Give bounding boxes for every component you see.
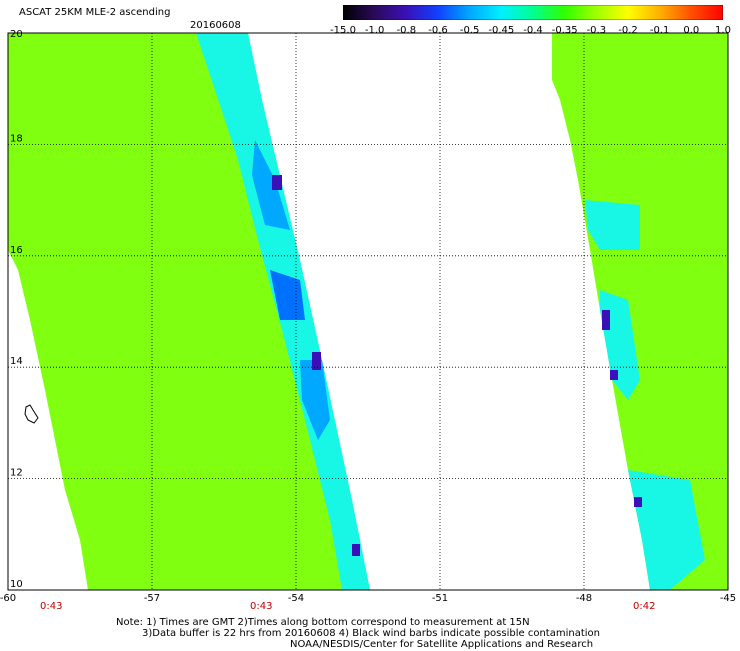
swath-edge-west-deep bbox=[300, 360, 330, 440]
colorbar-tick-label: -0.3 bbox=[586, 25, 607, 36]
note-line-3: NOAA/NESDIS/Center for Satellite Applica… bbox=[290, 639, 594, 650]
lon-label: -60 bbox=[0, 593, 16, 604]
colorbar-tick-label: -0.1 bbox=[649, 25, 670, 36]
colorbar-gradient bbox=[343, 5, 723, 20]
swath-pixel-dark bbox=[602, 310, 610, 330]
colorbar-tick-label: -0.4 bbox=[523, 25, 543, 36]
product-date: 20160608 bbox=[190, 20, 241, 31]
swath-pixel-dark bbox=[312, 352, 321, 370]
colorbar bbox=[343, 5, 723, 20]
swath-pixel-dark bbox=[634, 497, 642, 507]
time-label: 0:43 bbox=[40, 601, 63, 612]
colorbar-tick-label: -0.6 bbox=[428, 25, 448, 36]
colorbar-tick-label: -1.0 bbox=[364, 25, 385, 36]
colorbar-labels: -15.0 -1.0 -0.8 -0.6 -0.5 -0.45 -0.4 -0.35 -0.3-… bbox=[330, 25, 733, 37]
swath-east bbox=[552, 33, 728, 590]
lon-label: -54 bbox=[288, 593, 304, 604]
island-outline bbox=[24, 404, 39, 424]
time-label: 0:43 bbox=[250, 601, 273, 612]
lat-label: 14 bbox=[10, 356, 23, 367]
swath-edge-east bbox=[628, 470, 705, 590]
swath-pixel-dark bbox=[352, 544, 360, 556]
swath-edge-west-deep bbox=[252, 140, 290, 230]
lat-label: 16 bbox=[10, 245, 23, 256]
note-line-2: 3)Data buffer is 22 hrs from 20160608 4)… bbox=[142, 628, 600, 639]
lon-label: -57 bbox=[144, 593, 160, 604]
note-line-1: Note: 1) Times are GMT 2)Times along bot… bbox=[116, 617, 530, 628]
lon-label: -45 bbox=[720, 593, 736, 604]
swath-pixel-dark bbox=[610, 370, 618, 380]
colorbar-tick-label: -0.35 bbox=[551, 25, 578, 36]
colorbar-tick-label: 1.0 bbox=[715, 25, 731, 36]
lat-label: 18 bbox=[10, 133, 23, 144]
colorbar-tick-label: -0.5 bbox=[459, 25, 480, 36]
product-title: ASCAT 25KM MLE-2 ascending bbox=[19, 7, 171, 18]
swath-edge-east bbox=[585, 200, 640, 250]
lat-label: 12 bbox=[10, 468, 23, 479]
colorbar-tick-label: -0.8 bbox=[396, 25, 417, 36]
swath-pixel-dark bbox=[272, 175, 282, 190]
lon-label: -48 bbox=[576, 593, 592, 604]
lat-label: 20 bbox=[10, 29, 23, 40]
colorbar-tick-label: -0.45 bbox=[488, 25, 515, 36]
lon-label: -51 bbox=[432, 593, 448, 604]
colorbar-tick-label: -15.0 bbox=[330, 25, 356, 36]
lat-label: 10 bbox=[10, 579, 23, 590]
map-frame bbox=[7, 32, 729, 591]
swath-west bbox=[8, 33, 370, 590]
time-label: 0:42 bbox=[633, 601, 656, 612]
colorbar-tick-label: 0.0 bbox=[683, 25, 700, 36]
colorbar-tick-label: -0.2 bbox=[618, 25, 638, 36]
